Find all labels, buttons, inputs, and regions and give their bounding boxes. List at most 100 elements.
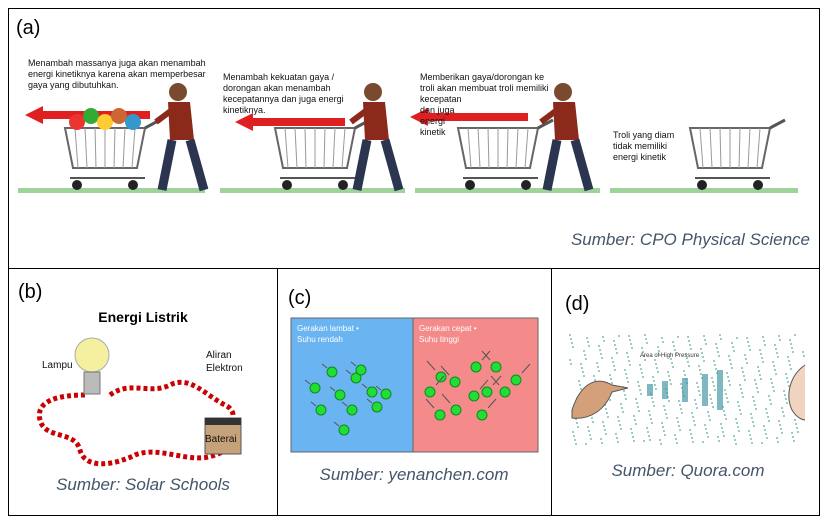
cart-wire: [323, 127, 326, 169]
caption-line: kecepatan: [420, 94, 462, 104]
wheel: [338, 180, 348, 190]
air-dot: [629, 339, 631, 341]
air-dot: [724, 414, 726, 416]
air-dot: [784, 394, 786, 396]
particle: [338, 424, 350, 436]
particle: [346, 404, 358, 416]
air-dot: [680, 383, 682, 385]
air-dot: [644, 334, 646, 336]
air-dot: [740, 388, 742, 390]
grocery: [97, 114, 113, 130]
particle: [435, 371, 447, 383]
air-dot: [768, 395, 770, 397]
force-arrow: [235, 113, 345, 131]
air-dot: [582, 371, 584, 373]
air-dot: [731, 367, 733, 369]
air-dot: [679, 429, 681, 431]
air-dot: [670, 383, 672, 385]
flow-line: Elektron: [206, 363, 243, 374]
air-dot: [739, 409, 741, 411]
air-dot: [762, 361, 764, 363]
air-dot: [737, 426, 739, 428]
air-dot: [627, 381, 629, 383]
air-dot: [790, 368, 792, 370]
caption-line: kinetiknya.: [223, 105, 266, 115]
air-dot: [598, 370, 600, 372]
air-dot: [751, 442, 753, 444]
air-dot: [686, 357, 688, 359]
air-dot: [730, 363, 732, 365]
air-dot: [657, 346, 659, 348]
air-dot: [785, 398, 787, 400]
air-dot: [651, 422, 653, 424]
air-dot: [780, 428, 782, 430]
air-dot: [712, 406, 714, 408]
particle: [315, 404, 327, 416]
cart-wire: [524, 127, 529, 169]
cart-wire: [332, 127, 336, 169]
air-dot: [753, 400, 755, 402]
air-dot: [772, 386, 774, 388]
trail: [333, 421, 340, 427]
air-dot: [694, 399, 696, 401]
air-dot: [674, 434, 676, 436]
air-dot: [762, 336, 764, 338]
air-dot: [787, 381, 789, 383]
air-dot: [731, 342, 733, 344]
air-dot: [738, 405, 740, 407]
pressure-band: [662, 381, 668, 399]
air-dot: [659, 439, 661, 441]
caption-line: energi: [420, 116, 445, 126]
trail: [375, 385, 382, 391]
air-dot: [605, 408, 607, 410]
air-dot: [680, 408, 682, 410]
air-dot: [626, 352, 628, 354]
cart-wire: [294, 127, 298, 169]
lamp-label: Lampu: [42, 360, 73, 371]
air-dot: [789, 339, 791, 341]
particle: [424, 386, 436, 398]
source: Sumber: Solar Schools: [56, 475, 230, 494]
source: Sumber: yenanchen.com: [320, 465, 509, 484]
cart-wire: [131, 127, 136, 169]
air-dot: [650, 418, 652, 420]
ground: [610, 188, 798, 193]
air-dot: [609, 399, 611, 401]
air-dot: [690, 433, 692, 435]
air-dot: [694, 424, 696, 426]
grocery: [111, 108, 127, 124]
air-dot: [695, 403, 697, 405]
air-dot: [765, 408, 767, 410]
air-dot: [789, 364, 791, 366]
air-dot: [640, 368, 642, 370]
cart-wire: [84, 127, 88, 169]
particle: [334, 389, 346, 401]
air-dot: [689, 429, 691, 431]
particle: [309, 382, 321, 394]
air-dot: [783, 390, 785, 392]
air-dot: [748, 430, 750, 432]
trail: [341, 401, 348, 407]
air-dot: [587, 341, 589, 343]
caption-line: dan juga: [420, 105, 455, 115]
air-dot: [678, 425, 680, 427]
ground: [18, 188, 205, 193]
air-dot: [795, 423, 797, 425]
air-dot: [677, 421, 679, 423]
air-dot: [788, 385, 790, 387]
air-dot: [792, 436, 794, 438]
air-dot: [713, 385, 715, 387]
air-dot: [583, 350, 585, 352]
trail: [310, 401, 317, 407]
air-dot: [614, 344, 616, 346]
particle: [380, 388, 392, 400]
air-dot: [711, 402, 713, 404]
air-dot: [580, 363, 582, 365]
air-dot: [767, 416, 769, 418]
particle: [449, 376, 461, 388]
air-dot: [611, 357, 613, 359]
air-dot: [718, 355, 720, 357]
trail: [361, 383, 368, 389]
air-dot: [636, 402, 638, 404]
